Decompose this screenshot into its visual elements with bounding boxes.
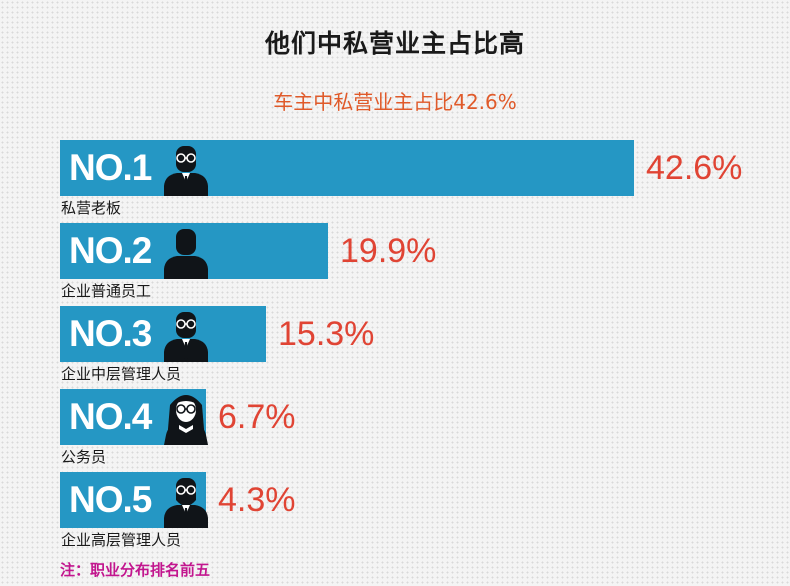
rank-label: NO.5 xyxy=(69,479,152,520)
chart-title: 他们中私营业主占比高 xyxy=(264,29,525,58)
bar-row: NO.2 19.9% 企业普通员工 xyxy=(60,223,780,303)
bar: NO.3 xyxy=(60,306,266,362)
rank-label: NO.4 xyxy=(69,396,152,437)
bar: NO.5 xyxy=(60,472,208,528)
bar-row: NO.3 15.3% 企业中层管理人员 xyxy=(60,306,780,386)
category-label: 私营老板 xyxy=(61,199,122,217)
value-label: 4.3% xyxy=(218,481,296,519)
rank-label: NO.3 xyxy=(69,313,152,354)
category-label: 企业高层管理人员 xyxy=(61,531,182,549)
man-icon xyxy=(160,225,212,279)
footnote: 注：职业分布排名前五 xyxy=(60,561,211,579)
bar-row: NO.4 6.7% 公务员 xyxy=(60,389,780,469)
value-label: 15.3% xyxy=(278,315,375,353)
man-with-glasses-icon xyxy=(160,142,212,196)
category-label: 公务员 xyxy=(61,448,107,466)
bar: NO.1 xyxy=(60,140,634,196)
category-label: 企业中层管理人员 xyxy=(61,365,182,383)
value-label: 19.9% xyxy=(340,232,437,270)
rank-label: NO.2 xyxy=(69,230,152,271)
value-label: 42.6% xyxy=(646,149,743,187)
bar: NO.2 xyxy=(60,223,328,279)
bar-row: NO.1 42.6% 私营老板 xyxy=(60,140,780,220)
woman-with-glasses-icon xyxy=(160,391,212,445)
bar: NO.4 xyxy=(60,389,208,445)
rank-label: NO.1 xyxy=(69,147,152,188)
bearded-man-icon xyxy=(160,474,212,528)
chart-subtitle: 车主中私营业主占比42.6% xyxy=(273,90,517,114)
category-label: 企业普通员工 xyxy=(61,282,152,300)
man-with-glasses-icon xyxy=(160,308,212,362)
value-label: 6.7% xyxy=(218,398,296,436)
bar-row: NO.5 4.3% 企业高层管理人员 xyxy=(60,472,780,552)
